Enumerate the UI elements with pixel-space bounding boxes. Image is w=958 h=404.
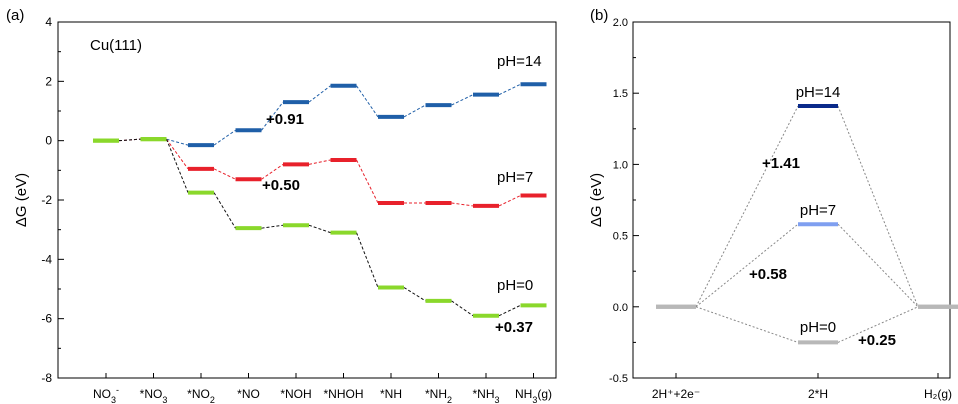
panel-a-series-connector	[451, 202, 474, 207]
panel-a-series-connector	[166, 138, 189, 193]
panel-b-series-connector	[695, 306, 799, 343]
panel-a-label: (a)	[6, 7, 24, 24]
panel-a-x-tick-label: *NH3	[472, 387, 499, 404]
panel-b-series-connector	[837, 306, 919, 343]
panel-a-series-connector	[498, 83, 521, 96]
panel-a-frame	[57, 21, 557, 379]
panel-a-series-connector	[213, 168, 236, 180]
panel-a-series-connector	[498, 304, 521, 317]
panel-a-series-connector	[451, 300, 474, 317]
panel-a-x-tick-label: *NO	[237, 387, 260, 401]
panel-b-y-tick-label: 1.5	[613, 88, 628, 100]
panel-b-frame	[632, 21, 951, 379]
panel-b-x-tick-label: H₂(g)	[924, 387, 952, 401]
panel-a-x-tick-label: *NHOH	[323, 387, 363, 401]
panel-a-series-connector	[308, 85, 331, 103]
panel-a-series-connector	[261, 224, 284, 229]
panel-b-series-connector	[837, 105, 919, 307]
panel-b: (b) ΔG (eV) 2.0 1.5 1.0 0.5 0.0 -0.5 2H⁺+2e⁻ 2*…	[588, 7, 958, 401]
panel-b-y-tick-label: 0.5	[613, 231, 628, 243]
panel-b-annotation-ph14: +1.41	[762, 155, 800, 172]
panel-a-series-label-ph14: pH=14	[497, 53, 542, 70]
panel-a-series-connector	[498, 195, 521, 207]
panel-b-label: (b)	[590, 7, 608, 24]
panel-a-series-connector	[451, 94, 474, 106]
panel-a-x-tick-label: *NH	[380, 387, 402, 401]
panel-a-series-connector	[356, 85, 379, 118]
panel-b-x-tick-label: 2*H	[808, 387, 828, 401]
panel-b-annotation-ph0: +0.25	[858, 332, 896, 349]
panel-a-series-connector	[403, 287, 426, 302]
panel-a-y-tick-label: -8	[41, 371, 52, 385]
panel-b-y-tick-label: 2.0	[613, 17, 628, 29]
panel-b-series-label-ph7: pH=7	[800, 202, 836, 219]
panel-a-annotation-ph14: +0.91	[266, 111, 304, 128]
panel-a-material-label: Cu(111)	[90, 37, 142, 54]
panel-a-series-connector	[166, 138, 189, 170]
panel-a-y-tick-label: -4	[41, 252, 52, 266]
panel-b-series-connector	[695, 223, 799, 308]
panel-a-series-connector	[403, 104, 426, 118]
panel-a-y-tick-label: -6	[41, 312, 52, 326]
panel-a: (a) Cu(111) ΔG (eV) 4 2 0 -2 -4 -6 -8 NO3- *NO3 *…	[6, 7, 557, 404]
panel-b-y-tick-label: 1.0	[613, 159, 628, 171]
panel-a-series-label-ph7: pH=7	[497, 169, 533, 186]
panel-a-annotation-ph0: +0.37	[495, 319, 533, 336]
panel-b-x-tick-label: 2H⁺+2e⁻	[652, 387, 700, 401]
panel-a-y-tick-label: -2	[41, 193, 52, 207]
panel-a-y-axis-title: ΔG (eV)	[13, 173, 30, 227]
panel-b-series-label-ph0: pH=0	[800, 319, 836, 336]
panel-b-y-axis-title: ΔG (eV)	[588, 173, 605, 227]
panel-a-x-tick-label: *NOH	[280, 387, 311, 401]
panel-a-series-connector	[166, 138, 189, 146]
panel-a-series-connector	[308, 159, 331, 165]
panel-a-x-tick-label: NH3(g)	[515, 387, 552, 404]
panel-b-series-connector	[695, 105, 799, 308]
panel-b-y-tick-label: 0.0	[613, 302, 628, 314]
panel-b-annotation-ph7: +0.58	[749, 266, 787, 283]
panel-a-series-connector	[213, 129, 236, 146]
panel-b-series-connector	[837, 223, 919, 308]
panel-a-annotation-ph7: +0.50	[262, 177, 300, 194]
panel-a-series-label-ph0: pH=0	[497, 277, 533, 294]
panel-a-series-connector	[261, 163, 284, 180]
panel-a-series-connector	[308, 224, 331, 234]
panel-a-series-connector	[356, 159, 379, 204]
panel-a-x-tick-label: *NO2	[187, 387, 215, 404]
panel-a-y-tick-label: 2	[45, 74, 52, 88]
panel-a-series-connector	[118, 138, 141, 142]
panel-a-series-connector	[356, 232, 379, 288]
panel-b-series-label-ph14: pH=14	[796, 84, 841, 101]
panel-a-series-connector	[261, 101, 284, 131]
panel-b-y-tick-label: -0.5	[609, 373, 628, 385]
panel-a-series-connector	[213, 192, 236, 229]
panel-a-x-tick-label: NO3-	[93, 385, 119, 404]
panel-a-x-tick-label: *NO3	[140, 387, 168, 404]
panel-a-x-tick-label: *NH2	[425, 387, 452, 404]
panel-a-y-tick-label: 0	[45, 134, 52, 148]
panel-a-y-tick-label: 4	[45, 15, 52, 29]
